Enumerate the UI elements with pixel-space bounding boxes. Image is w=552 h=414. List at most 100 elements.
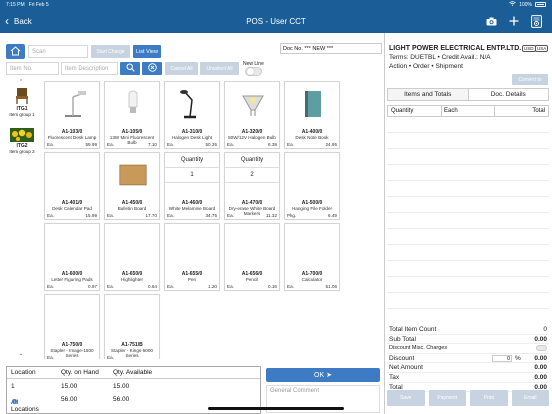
new-line-toggle[interactable]	[245, 67, 262, 76]
item-price: 59.99	[85, 142, 98, 147]
item-tile[interactable]: A1-103/0 Fluorescent Desk Lamp Ea. 59.99	[44, 81, 100, 149]
item-description: Bulletin Board	[117, 206, 147, 211]
list-view-button[interactable]: List View	[133, 45, 161, 58]
ok-button[interactable]: OK ➤	[266, 368, 380, 382]
search-button[interactable]	[120, 62, 140, 75]
item-tile[interactable]: A1-700/0 Calculator Ea. 51.06	[284, 223, 340, 291]
header-qty-available: Qty. Available	[113, 369, 153, 376]
discount-misc-row: Discount Misc. Charges	[387, 344, 549, 354]
document-settings-icon[interactable]	[531, 14, 542, 28]
cancel-all-button[interactable]: Cancel All	[165, 62, 198, 75]
item-description-input[interactable]: Item Description	[61, 62, 118, 75]
item-tile[interactable]: A1-656/0 Pencil Ea. 0.16	[224, 223, 280, 291]
save-button[interactable]: Save	[387, 390, 425, 406]
item-description: Stapler - Kings-5000 Series	[111, 348, 153, 358]
customer-name: LIGHT POWER ELECTRICAL ENTP.LTD.	[389, 45, 522, 52]
item-group-1[interactable]: ITG1 Item group 1	[6, 87, 38, 117]
payment-button[interactable]: Payment	[428, 390, 466, 406]
item-code: A1-310/0	[181, 129, 203, 135]
item-uom: Ea.	[227, 213, 234, 218]
item-tile[interactable]: A1-751/B Stapler - Kings-5000 Series Ea.	[104, 294, 160, 359]
item-tile[interactable]: A1-500/0 Hanging File Folder Pkg. 6.49	[284, 152, 340, 220]
action-buttons: Save Payment Print Email	[387, 390, 549, 406]
item-tile[interactable]: Quantity 2 A1-470/0 Dry-erase White Board M…	[224, 152, 280, 220]
back-button[interactable]: ‹ Back	[5, 15, 32, 27]
item-groups: ⌃ ITG1 Item group 1 ITG2 Item group 2 ⌄	[6, 79, 38, 359]
email-button[interactable]: Email	[511, 390, 549, 406]
net-amount-row: Net Amount 0.00	[387, 363, 549, 373]
location-stock-table: Location Qty. on Hand Qty. Available 1 1…	[6, 366, 261, 414]
sub-total: 0.00	[534, 335, 547, 343]
total-amount: 0.00	[534, 383, 547, 391]
general-comment-input[interactable]: General Comment	[266, 385, 380, 413]
country-badge: USA	[535, 45, 549, 52]
item-code: A1-400/0	[301, 129, 323, 135]
item-description: Fluorescent Desk Lamp	[47, 135, 97, 140]
battery-percent: 100%	[519, 1, 532, 8]
item-tile[interactable]: A1-600/0 Letter Figuring Pads Ea. 0.97	[44, 223, 100, 291]
total-item-count-row: Total Item Count 0	[387, 325, 549, 335]
plus-icon[interactable]	[509, 16, 519, 26]
currency-badge: USD	[522, 45, 536, 52]
tab-doc-details[interactable]: Doc. Details	[490, 91, 526, 98]
item-tile[interactable]: A1-401/0 Desk Calendar Pad Ea. 15.99	[44, 152, 100, 220]
right-panel: LIGHT POWER ELECTRICAL ENTP.LTD. USD USA…	[384, 33, 552, 414]
item-code: A1-470/0	[241, 200, 263, 206]
item-price: 6.49	[328, 213, 337, 218]
discount-row: Discount 0 % 0.00	[387, 354, 549, 364]
item-no-input[interactable]: Item No.	[6, 62, 59, 75]
info-icon[interactable]: i	[12, 399, 17, 404]
item-price: 50.35	[205, 142, 218, 147]
item-uom: Ea.	[167, 213, 174, 218]
discount-misc-toggle[interactable]	[536, 345, 547, 352]
home-icon	[10, 43, 21, 61]
item-tile[interactable]: Quantity 1 A1-460/0 White Melamine Board Ea.…	[164, 152, 220, 220]
document-action[interactable]: Action • Order • Shipment	[389, 63, 463, 70]
item-description: Pen	[187, 277, 197, 282]
chevron-left-icon: ‹	[5, 14, 9, 28]
item-tile[interactable]: A1-310/0 Halogen Desk Light Ea. 50.35	[164, 81, 220, 149]
item-uom: Ea.	[47, 213, 54, 218]
convert-to-button[interactable]: Convert to	[512, 74, 548, 85]
item-code: A1-656/0	[241, 271, 263, 277]
net-amount-label: Net Amount	[389, 364, 423, 372]
quantity-label: Quantity	[240, 157, 264, 163]
order-lines	[387, 117, 549, 322]
line-row	[387, 149, 549, 165]
print-button[interactable]: Print	[470, 390, 508, 406]
item-tile[interactable]: A1-650/0 Highlighter Ea. 0.64	[104, 223, 160, 291]
item-description: Pencil	[245, 277, 259, 282]
clear-button[interactable]	[142, 62, 162, 75]
item-uom: Ea.	[107, 355, 114, 359]
camera-icon[interactable]	[486, 17, 497, 26]
item-tile[interactable]: A1-450/0 Bulletin Board Ea. 17.70	[104, 152, 160, 220]
item-price: 15.99	[85, 213, 98, 218]
item-tile[interactable]: A1-105/0 13W Mini Fluorescent Bulb Ea. 7.10	[104, 81, 160, 149]
item-tile[interactable]: A1-320/0 50W/12V Halogen Bulb Ea. 6.39	[224, 81, 280, 149]
quantity-value[interactable]: 1	[190, 172, 194, 178]
line-row	[387, 165, 549, 181]
start-charge-button[interactable]: Start Charge	[91, 45, 130, 58]
chevron-down-icon[interactable]: ⌄	[19, 351, 24, 357]
sub-total-label: Sub Total	[389, 335, 416, 343]
discount-percent-input[interactable]: 0	[492, 354, 512, 362]
header-location: Location	[11, 369, 36, 376]
item-tile[interactable]: A1-655/0 Pen Ea. 1.20	[164, 223, 220, 291]
home-indicator[interactable]	[208, 407, 344, 410]
item-price: 51.06	[325, 284, 338, 289]
item-uom: Ea.	[107, 213, 114, 218]
item-tile[interactable]: A1-750/0 Stapler - Image-1500 Series Ea.	[44, 294, 100, 359]
home-button[interactable]	[6, 44, 25, 59]
scan-input[interactable]: Scan	[28, 45, 88, 58]
item-group-2[interactable]: ITG2 Item group 2	[6, 128, 38, 154]
flowers-image	[10, 128, 34, 142]
item-tile[interactable]: A1-400/0 Desk Note Book Ea. 24.95	[284, 81, 340, 149]
qty-available: 56.00	[113, 395, 130, 403]
unselect-all-button[interactable]: Unselect All	[200, 62, 239, 75]
item-code: A1-655/0	[181, 271, 203, 277]
tab-items-and-totals[interactable]: Items and Totals	[388, 89, 469, 100]
quantity-value[interactable]: 2	[250, 172, 254, 178]
chevron-up-icon[interactable]: ⌃	[19, 79, 24, 85]
group-code: ITG1	[16, 106, 28, 112]
